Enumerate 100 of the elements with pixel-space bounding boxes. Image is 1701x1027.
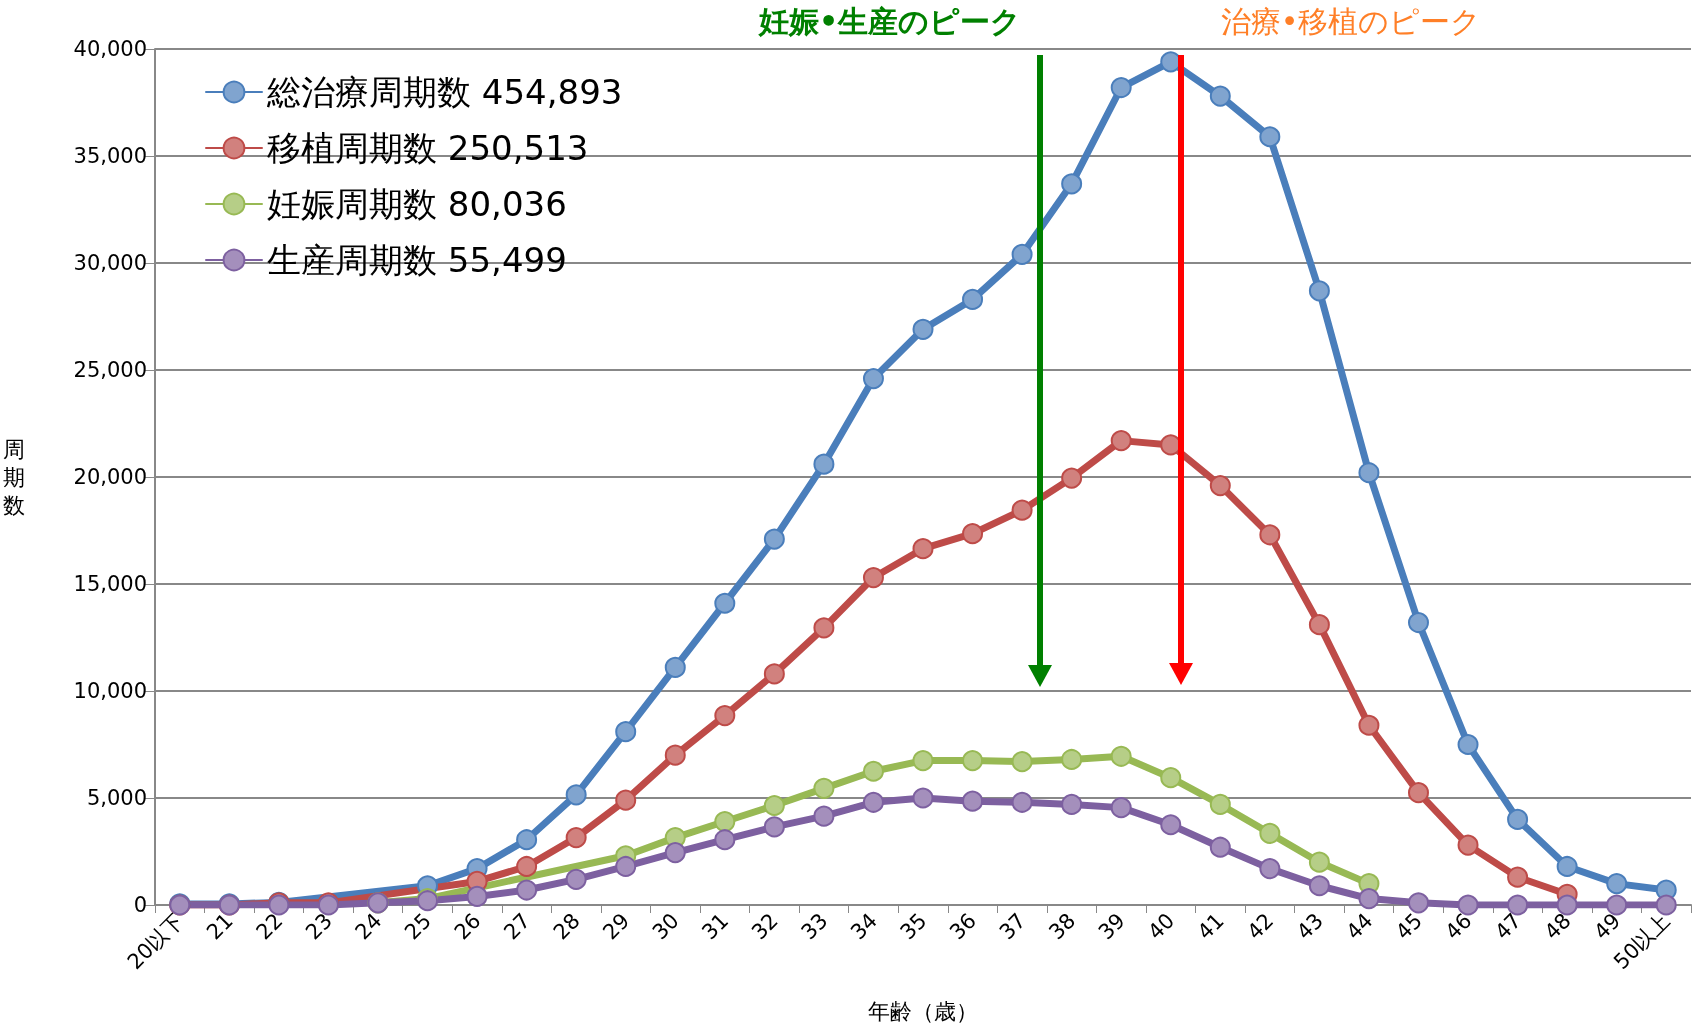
x-tick-label: 39	[1093, 908, 1130, 945]
y-tick-label: 20,000	[73, 465, 147, 489]
point	[763, 794, 785, 816]
x-tick-label: 31	[697, 908, 734, 945]
y-tick-label: 15,000	[73, 572, 147, 596]
point	[516, 855, 538, 877]
point	[1160, 767, 1182, 789]
x-tick-label: 23	[301, 908, 337, 945]
point	[1259, 524, 1281, 546]
x-tick-label: 44	[1341, 908, 1378, 945]
x-tick-label: 41	[1192, 908, 1229, 945]
point	[1259, 126, 1281, 148]
point	[1209, 836, 1231, 858]
point	[1655, 894, 1677, 916]
point	[1110, 797, 1132, 819]
point	[813, 453, 835, 475]
x-tick-label: 24	[350, 908, 387, 945]
x-tick-label: 38	[1044, 908, 1081, 945]
point	[466, 885, 488, 907]
legend-label: 生産周期数 55,499	[267, 240, 567, 280]
x-tick-label: 22	[251, 908, 288, 945]
point	[912, 318, 934, 340]
x-tick-label: 42	[1242, 908, 1279, 945]
point	[763, 663, 785, 685]
y-tick-label: 30,000	[73, 251, 147, 275]
x-tick-label: 34	[846, 908, 882, 945]
y-tick-label: 40,000	[73, 37, 147, 61]
point	[1209, 85, 1231, 107]
point	[615, 789, 637, 811]
y-tick-label: 5,000	[86, 786, 147, 810]
point	[714, 705, 736, 727]
point	[813, 805, 835, 827]
point	[1556, 855, 1578, 877]
point	[714, 592, 736, 614]
x-tick-label: 35	[895, 908, 932, 945]
point	[1209, 475, 1231, 497]
point	[962, 523, 984, 545]
point	[1507, 808, 1529, 830]
point	[1358, 714, 1380, 736]
y-axis-title: 周期数	[3, 436, 25, 518]
point	[813, 777, 835, 799]
point	[862, 567, 884, 589]
point	[664, 656, 686, 678]
point	[714, 811, 736, 833]
point	[1061, 173, 1083, 195]
point	[1308, 875, 1330, 897]
point	[1160, 814, 1182, 836]
point	[862, 760, 884, 782]
point	[565, 868, 587, 890]
point	[565, 784, 587, 806]
x-tick-label: 48	[1539, 908, 1576, 945]
point	[912, 750, 934, 772]
point	[1259, 822, 1281, 844]
point	[962, 790, 984, 812]
point	[1209, 793, 1231, 815]
point	[862, 368, 884, 390]
x-tick-label: 28	[548, 908, 585, 945]
point	[1408, 892, 1429, 914]
point	[1061, 793, 1083, 815]
point	[962, 750, 984, 772]
point	[1011, 499, 1033, 521]
point	[1606, 894, 1628, 916]
point	[1408, 782, 1429, 804]
x-tick-label: 49	[1589, 908, 1626, 945]
point	[912, 538, 934, 560]
x-tick-label: 45	[1391, 908, 1427, 945]
point	[1110, 430, 1132, 452]
legend-label: 妊娠周期数 80,036	[267, 184, 567, 224]
legend-label: 総治療周期数 454,893	[266, 72, 623, 112]
point	[1556, 894, 1578, 916]
point	[714, 829, 736, 851]
point	[1308, 280, 1330, 302]
point	[1606, 873, 1628, 895]
x-axis-title: 年齢（歳）	[868, 998, 978, 1024]
text: 治療•移植のピーク	[1220, 3, 1482, 41]
x-tick-label: 21	[201, 908, 238, 945]
point	[763, 816, 785, 838]
point	[1457, 734, 1479, 755]
point	[1358, 888, 1380, 910]
point	[1259, 858, 1281, 880]
x-tick-label: 47	[1490, 908, 1527, 945]
legend-label: 移植周期数 250,513	[267, 128, 589, 168]
point	[1110, 77, 1132, 99]
y-tick-label: 0	[133, 893, 147, 917]
point	[1061, 748, 1083, 770]
y-tick-label: 35,000	[73, 144, 147, 168]
point	[664, 744, 686, 766]
point	[1308, 614, 1330, 636]
x-tick-label: 32	[746, 908, 783, 945]
point	[1011, 791, 1033, 813]
point	[962, 288, 984, 310]
x-tick-label: 30	[647, 908, 684, 945]
x-tick-label: 33	[796, 908, 833, 945]
point	[763, 528, 785, 550]
point	[1061, 467, 1083, 489]
point	[1358, 462, 1380, 484]
point	[615, 721, 637, 743]
x-tick-label: 43	[1292, 908, 1328, 945]
x-tick-label: 46	[1440, 908, 1477, 945]
x-tick-label: 36	[945, 908, 982, 945]
